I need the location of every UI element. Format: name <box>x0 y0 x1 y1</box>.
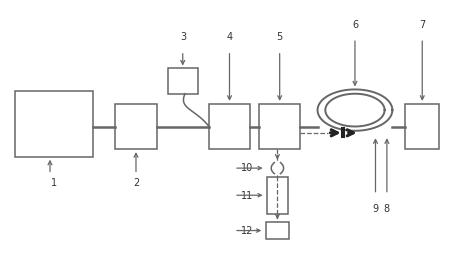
Text: 12: 12 <box>241 225 253 235</box>
FancyBboxPatch shape <box>168 69 197 94</box>
Text: 3: 3 <box>180 31 186 42</box>
Text: 8: 8 <box>384 204 390 214</box>
FancyBboxPatch shape <box>259 104 300 150</box>
Text: 11: 11 <box>241 190 253 200</box>
Text: 4: 4 <box>226 31 233 42</box>
FancyBboxPatch shape <box>266 223 289 239</box>
Text: 9: 9 <box>372 204 379 214</box>
Text: 1: 1 <box>51 177 57 187</box>
FancyBboxPatch shape <box>116 104 157 150</box>
FancyBboxPatch shape <box>405 104 439 150</box>
FancyBboxPatch shape <box>209 104 250 150</box>
FancyBboxPatch shape <box>15 92 93 157</box>
Text: 2: 2 <box>133 177 139 187</box>
Text: 7: 7 <box>419 20 425 30</box>
FancyBboxPatch shape <box>267 177 288 214</box>
Text: 6: 6 <box>352 20 358 30</box>
Text: 10: 10 <box>241 162 253 172</box>
Text: 5: 5 <box>277 31 283 42</box>
